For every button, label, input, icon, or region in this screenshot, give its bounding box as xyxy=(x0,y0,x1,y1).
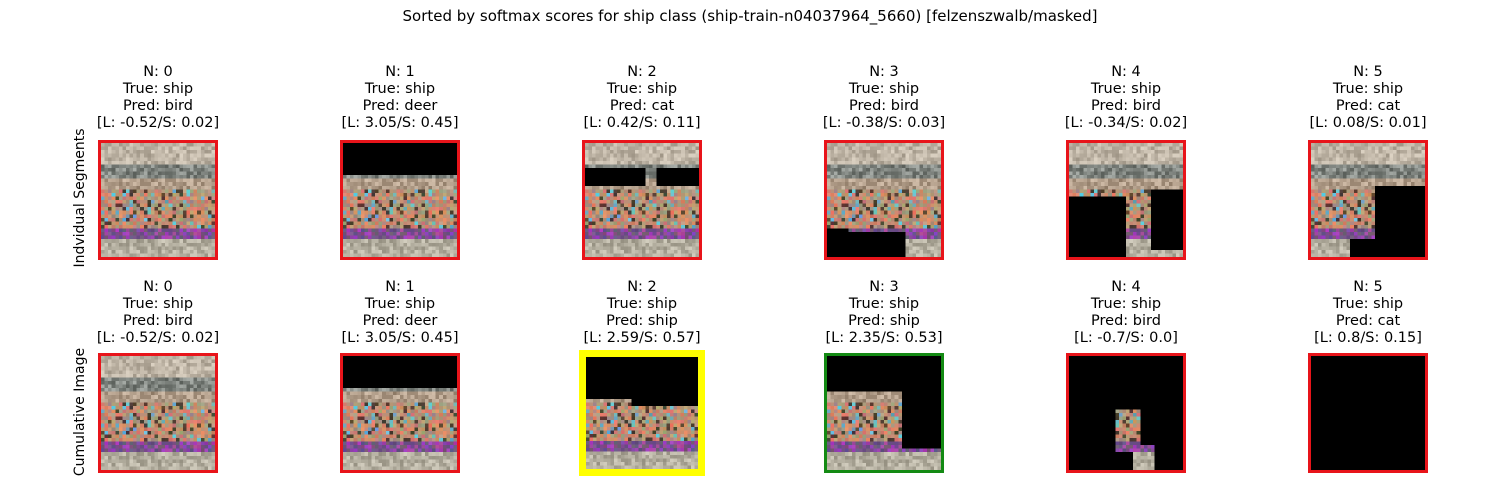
panel-pred-label: Pred: cat xyxy=(1335,313,1401,329)
segment-image-r0-c4 xyxy=(1066,140,1186,260)
panel-n-label: N: 1 xyxy=(385,64,415,80)
panel-scores-label: [L: -0.52/S: 0.02] xyxy=(96,115,220,131)
row-label-individual: Indvidual Segments xyxy=(72,128,88,268)
segment-image-r0-c1 xyxy=(340,140,460,260)
panel-n-label: N: 5 xyxy=(1353,279,1383,295)
panel-pred-label: Pred: bird xyxy=(123,98,193,114)
panel-pred-label: Pred: bird xyxy=(849,98,919,114)
panel-scores-label: [L: -0.52/S: 0.02] xyxy=(96,330,220,346)
segment-image-r0-c2 xyxy=(582,140,702,260)
panel-pred-label: Pred: cat xyxy=(609,98,675,114)
panel-scores-label: [L: 2.59/S: 0.57] xyxy=(583,330,701,346)
panel-n-label: N: 0 xyxy=(143,64,173,80)
figure-title: Sorted by softmax scores for ship class … xyxy=(402,7,1098,25)
panel-r0-c4: N: 4 True: ship Pred: bird [L: -0.34/S: 0.0… xyxy=(1041,64,1211,132)
panel-r0-c2: N: 2 True: ship Pred: cat [L: 0.42/S: 0.11] xyxy=(557,64,727,132)
panel-n-label: N: 3 xyxy=(869,279,899,295)
panel-pred-label: Pred: bird xyxy=(1091,98,1161,114)
segment-image-r0-c0 xyxy=(98,140,218,260)
panel-pred-label: Pred: cat xyxy=(1335,98,1401,114)
panel-scores-label: [L: 0.08/S: 0.01] xyxy=(1309,115,1427,131)
panel-true-label: True: ship xyxy=(848,81,920,97)
panel-pred-label: Pred: ship xyxy=(606,313,678,329)
panel-r1-c0: N: 0 True: ship Pred: bird [L: -0.52/S: 0.0… xyxy=(73,279,243,347)
segment-image-r1-c0 xyxy=(98,353,218,473)
panel-r0-c5: N: 5 True: ship Pred: cat [L: 0.08/S: 0.01] xyxy=(1283,64,1453,132)
panel-pred-label: Pred: deer xyxy=(362,98,438,114)
panel-r1-c5: N: 5 True: ship Pred: cat [L: 0.8/S: 0.15] xyxy=(1283,279,1453,347)
panel-scores-label: [L: 0.8/S: 0.15] xyxy=(1314,330,1422,346)
panel-scores-label: [L: -0.38/S: 0.03] xyxy=(822,115,946,131)
panel-true-label: True: ship xyxy=(1090,296,1162,312)
panel-r1-c3: N: 3 True: ship Pred: ship [L: 2.35/S: 0.53… xyxy=(799,279,969,347)
segment-image-r1-c2 xyxy=(579,350,705,476)
panel-scores-label: [L: -0.34/S: 0.02] xyxy=(1064,115,1188,131)
panel-true-label: True: ship xyxy=(122,81,194,97)
panel-true-label: True: ship xyxy=(122,296,194,312)
panel-r0-c1: N: 1 True: ship Pred: deer [L: 3.05/S: 0.45… xyxy=(315,64,485,132)
panel-r1-c4: N: 4 True: ship Pred: bird [L: -0.7/S: 0.0] xyxy=(1041,279,1211,347)
row-label-cumulative: Cumulative Image xyxy=(72,347,88,477)
panel-scores-label: [L: 3.05/S: 0.45] xyxy=(341,115,459,131)
panel-true-label: True: ship xyxy=(1332,296,1404,312)
segment-image-r1-c1 xyxy=(340,353,460,473)
panel-true-label: True: ship xyxy=(1090,81,1162,97)
panel-n-label: N: 3 xyxy=(869,64,899,80)
segment-image-r1-c5 xyxy=(1308,353,1428,473)
panel-scores-label: [L: 2.35/S: 0.53] xyxy=(825,330,943,346)
panel-true-label: True: ship xyxy=(606,296,678,312)
panel-pred-label: Pred: deer xyxy=(362,313,438,329)
panel-true-label: True: ship xyxy=(606,81,678,97)
panel-scores-label: [L: -0.7/S: 0.0] xyxy=(1074,330,1178,346)
panel-n-label: N: 1 xyxy=(385,279,415,295)
panel-n-label: N: 4 xyxy=(1111,64,1141,80)
panel-n-label: N: 5 xyxy=(1353,64,1383,80)
panel-pred-label: Pred: bird xyxy=(123,313,193,329)
segment-image-r1-c4 xyxy=(1066,353,1186,473)
segment-image-r0-c3 xyxy=(824,140,944,260)
panel-scores-label: [L: 3.05/S: 0.45] xyxy=(341,330,459,346)
panel-n-label: N: 0 xyxy=(143,279,173,295)
panel-true-label: True: ship xyxy=(1332,81,1404,97)
panel-true-label: True: ship xyxy=(364,81,436,97)
panel-r0-c0: N: 0 True: ship Pred: bird [L: -0.52/S: 0.0… xyxy=(73,64,243,132)
panel-r1-c2: N: 2 True: ship Pred: ship [L: 2.59/S: 0.57… xyxy=(557,279,727,347)
panel-n-label: N: 4 xyxy=(1111,279,1141,295)
panel-r1-c1: N: 1 True: ship Pred: deer [L: 3.05/S: 0.45… xyxy=(315,279,485,347)
panel-scores-label: [L: 0.42/S: 0.11] xyxy=(583,115,701,131)
panel-pred-label: Pred: bird xyxy=(1091,313,1161,329)
panel-true-label: True: ship xyxy=(364,296,436,312)
panel-n-label: N: 2 xyxy=(627,279,657,295)
panel-r0-c3: N: 3 True: ship Pred: bird [L: -0.38/S: 0.0… xyxy=(799,64,969,132)
panel-pred-label: Pred: ship xyxy=(848,313,920,329)
segment-image-r1-c3 xyxy=(824,353,944,473)
segment-image-r0-c5 xyxy=(1308,140,1428,260)
panel-n-label: N: 2 xyxy=(627,64,657,80)
panel-true-label: True: ship xyxy=(848,296,920,312)
